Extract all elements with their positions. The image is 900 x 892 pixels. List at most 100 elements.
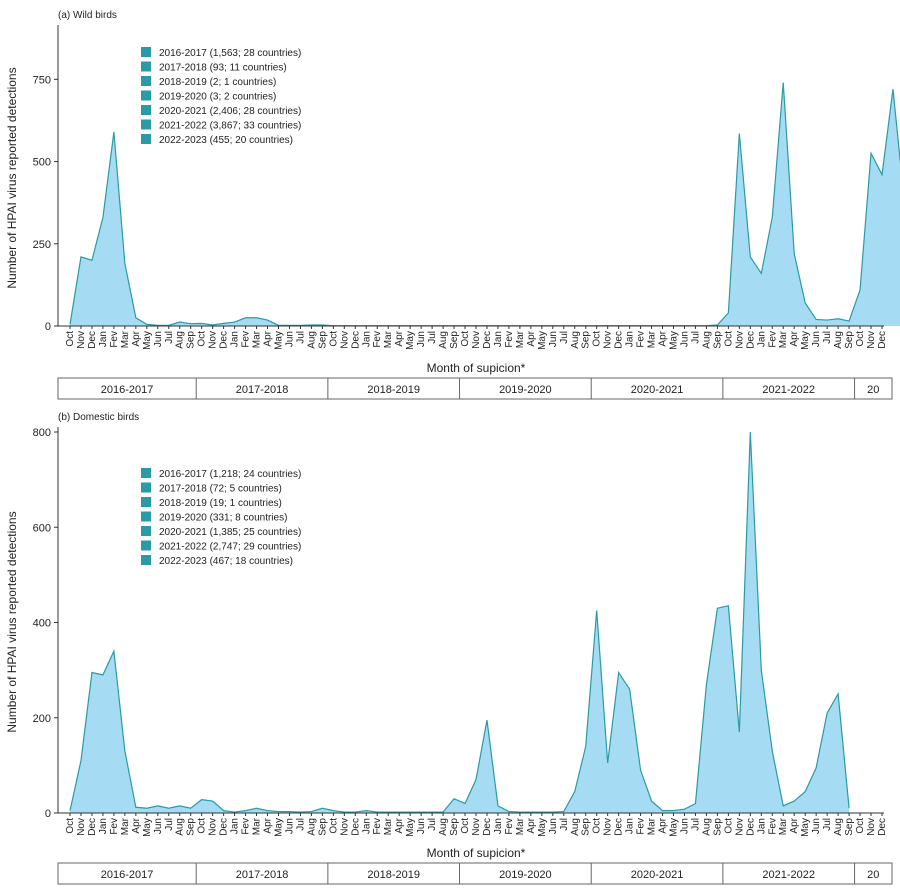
month-label: Dec xyxy=(614,818,625,836)
month-label: Jan xyxy=(98,818,109,834)
y-tick-label: 200 xyxy=(33,713,51,725)
y-tick-label: 0 xyxy=(45,808,51,820)
season-label: 2016-2017 xyxy=(101,384,154,396)
month-label: Jun xyxy=(284,818,295,834)
month-label: May xyxy=(669,331,680,350)
month-label: Dec xyxy=(482,331,493,349)
season-strip xyxy=(57,377,893,400)
month-label: Aug xyxy=(570,818,581,836)
month-label: Oct xyxy=(855,331,866,347)
month-label: Jun xyxy=(548,331,559,347)
month-label: Apr xyxy=(526,330,537,346)
month-label: Aug xyxy=(833,818,844,836)
month-label: Jul xyxy=(295,818,306,831)
month-label: Sep xyxy=(844,331,855,349)
legend-swatch xyxy=(141,119,151,130)
legend-item: 2022-2023 (455; 20 countries) xyxy=(159,135,293,146)
legend-item: 2016-2017 (1,563; 28 countries) xyxy=(159,48,301,59)
season-strip xyxy=(57,862,893,885)
season-label: 2016-2017 xyxy=(101,869,154,881)
month-label: Jan xyxy=(625,331,636,347)
y-tick-label: 500 xyxy=(33,157,51,169)
panel-wild: (a) Wild birds 0 250 500 750 Number of HPAI v… xyxy=(5,10,900,400)
month-label: Apr xyxy=(263,817,274,833)
legend-swatch xyxy=(141,555,151,565)
month-label: Nov xyxy=(734,331,745,349)
month-label: Jan xyxy=(361,818,372,834)
month-label: Dec xyxy=(745,331,756,349)
panel-domestic: (b) Domestic birds 0 200 400 600 800 Number of… xyxy=(5,412,893,885)
month-label: Jan xyxy=(756,818,767,834)
month-label: May xyxy=(273,818,284,837)
month-label: Jun xyxy=(811,331,822,347)
month-label: Fev xyxy=(504,818,515,835)
month-label: Sep xyxy=(449,331,460,349)
legend-swatch xyxy=(141,134,151,144)
series-line xyxy=(69,431,850,813)
month-label: Dec xyxy=(745,818,756,836)
month-label: Apr xyxy=(394,817,405,833)
month-label: Jul xyxy=(164,331,175,344)
month-label: Dec xyxy=(482,818,493,836)
season-label: 2019-2020 xyxy=(499,869,552,881)
y-tick-label: 800 xyxy=(33,427,51,439)
month-label: Jun xyxy=(153,818,164,834)
month-label: Jul xyxy=(822,818,833,831)
month-label: May xyxy=(537,818,548,837)
month-label: Mar xyxy=(778,817,789,835)
month-label: Jun xyxy=(284,331,295,347)
legend-item: 2017-2018 (72; 5 countries) xyxy=(159,484,282,495)
season-label: 2018-2019 xyxy=(367,384,420,396)
month-label: Jun xyxy=(153,331,164,347)
season-label: 20 xyxy=(867,869,879,881)
month-label: Jul xyxy=(559,818,570,831)
legend-swatch xyxy=(141,76,151,86)
month-label: Fev xyxy=(241,331,252,348)
month-label: Aug xyxy=(438,818,449,836)
month-label: Jul xyxy=(690,331,701,344)
legend-swatch xyxy=(141,540,151,551)
month-label: Sep xyxy=(317,331,328,349)
legend-swatch xyxy=(141,90,151,101)
legend-item: 2018-2019 (2; 1 countries) xyxy=(159,77,276,88)
area-fill xyxy=(70,82,900,326)
month-label: Mar xyxy=(120,817,131,835)
legend-item: 2021-2022 (2,747; 29 countries) xyxy=(159,542,301,553)
area-fill xyxy=(70,432,850,813)
legend-swatch xyxy=(141,526,151,536)
month-label: Nov xyxy=(471,331,482,349)
month-label: Sep xyxy=(712,331,723,349)
month-label: Nov xyxy=(866,818,877,836)
legend-item: 2022-2023 (467; 18 countries) xyxy=(159,556,293,567)
legend-swatch xyxy=(141,105,151,115)
month-label: Apr xyxy=(131,817,142,833)
month-label: Sep xyxy=(844,818,855,836)
legend-swatch xyxy=(141,47,151,57)
legend-item: 2018-2019 (19; 1 countries) xyxy=(159,498,282,509)
month-label: Oct xyxy=(723,331,734,347)
month-label: Jun xyxy=(416,331,427,347)
legend-item: 2019-2020 (331; 8 countries) xyxy=(159,513,287,524)
month-label: Fev xyxy=(504,331,515,348)
month-label: May xyxy=(273,331,284,350)
month-label: Apr xyxy=(131,330,142,346)
month-label: Jul xyxy=(690,818,701,831)
month-label: Sep xyxy=(449,818,460,836)
month-label: Mar xyxy=(515,817,526,835)
month-label: Nov xyxy=(339,331,350,349)
month-label: Mar xyxy=(647,330,658,348)
month-label: Dec xyxy=(219,818,230,836)
month-label: Sep xyxy=(317,818,328,836)
month-label: Nov xyxy=(208,818,219,836)
month-label: Oct xyxy=(460,818,471,834)
month-label: Oct xyxy=(328,818,339,834)
season-label: 2020-2021 xyxy=(631,869,684,881)
y-tick-label: 0 xyxy=(45,321,51,333)
month-label: Dec xyxy=(350,331,361,349)
month-label: Sep xyxy=(581,331,592,349)
month-label: Oct xyxy=(592,331,603,347)
month-label: Apr xyxy=(394,330,405,346)
month-label: Nov xyxy=(734,818,745,836)
month-label: Aug xyxy=(833,331,844,349)
month-label: Apr xyxy=(263,330,274,346)
